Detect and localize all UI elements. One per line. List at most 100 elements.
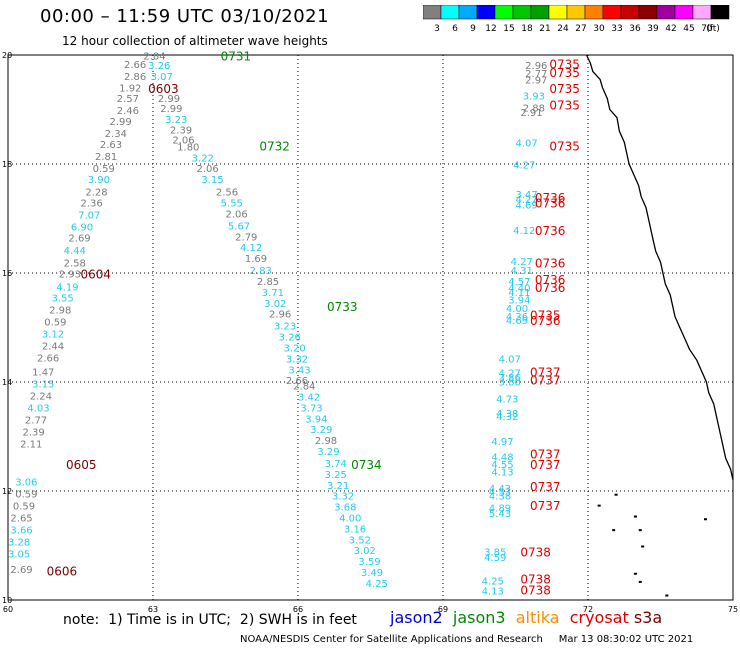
wave-height-value: 3.55 <box>52 293 74 304</box>
wave-height-value: 2.84 <box>293 382 315 393</box>
legend-label: 42 <box>665 24 676 34</box>
wave-height-value: 2.91 <box>520 108 542 119</box>
wave-height-value: 4.38 <box>489 492 511 503</box>
legend-label: 12 <box>485 24 496 34</box>
wave-height-value: 2.98 <box>315 436 337 447</box>
longitude-label: 72 <box>583 605 593 614</box>
pass-time-label: 0732 <box>259 139 290 153</box>
wave-height-value: 2.83 <box>250 266 272 277</box>
legend-label: 36 <box>629 24 641 34</box>
wave-height-value: 4.44 <box>64 246 86 257</box>
wave-height-value: 4.48 <box>491 452 513 463</box>
wave-height-value: 2.96 <box>269 310 291 321</box>
wave-height-value: 3.12 <box>42 329 64 340</box>
legend-s3a: s3a <box>633 608 663 627</box>
wave-height-value: 4.27 <box>516 195 538 206</box>
wave-height-value: 2.65 <box>10 514 32 525</box>
wave-height-value: 6.90 <box>71 222 93 233</box>
wave-height-value: 4.13 <box>482 587 504 598</box>
wave-height-value: 3.29 <box>317 447 339 458</box>
island <box>614 493 618 496</box>
wave-height-value: 3.32 <box>286 354 308 365</box>
pass-time-label: 0736 <box>535 257 566 271</box>
legend-label: 21 <box>539 24 550 34</box>
wave-height-value: 2.93 <box>59 269 81 280</box>
wave-height-value: 3.85 <box>484 547 506 558</box>
latitude-label: 12 <box>2 487 12 496</box>
wave-height-value: 2.39 <box>170 125 192 136</box>
wave-height-value: 3.02 <box>264 299 286 310</box>
wave-height-value: 3.90 <box>88 175 110 186</box>
wave-height-value: 2.77 <box>25 415 47 426</box>
legend-label: 70 <box>701 24 713 34</box>
wave-height-value: 2.99 <box>110 117 132 128</box>
legend-altika: altika <box>515 608 560 627</box>
wave-height-value: 2.28 <box>85 188 107 199</box>
pass-time-label: 0737 <box>530 374 561 388</box>
wave-height-value: 1.92 <box>119 84 141 95</box>
credit-line: NOAA/NESDIS Center for Satellite Applica… <box>240 634 694 645</box>
legend-jason3: jason3 <box>452 608 506 627</box>
wave-height-value: 2.24 <box>30 391 52 402</box>
pass-time-label: 0738 <box>520 584 551 598</box>
wave-height-value: 3.32 <box>332 492 354 503</box>
legend-label: 6 <box>452 24 458 34</box>
pass-time-label: 0737 <box>530 458 561 472</box>
wave-height-value: 2.99 <box>160 104 182 115</box>
latitude-label: 16 <box>2 269 12 278</box>
wave-height-value: 4.55 <box>491 460 513 471</box>
longitude-label: 75 <box>728 605 738 614</box>
wave-height-value: 2.85 <box>257 277 279 288</box>
wave-height-value: 4.57 <box>508 277 530 288</box>
satellite-legend: jason2 jason3 altika cryosat s3a <box>390 608 662 627</box>
wave-height-value: 4.73 <box>496 395 518 406</box>
pass-time-label: 0735 <box>549 139 580 153</box>
wave-height-value: 4.43 <box>489 484 511 495</box>
wave-height-value: 5.55 <box>221 199 243 210</box>
map-subtitle: 12 hour collection of altimeter wave hei… <box>62 34 328 48</box>
wave-height-value: 2.99 <box>158 94 180 105</box>
wave-height-value: 4.40 <box>508 284 530 295</box>
wave-height-value: 3.21 <box>327 481 349 492</box>
wave-height-value: 2.84 <box>143 51 165 62</box>
wave-height-value: 3.93 <box>523 92 545 103</box>
wave-height-value: 4.11 <box>508 288 530 299</box>
wave-height-value: 3.07 <box>151 72 173 83</box>
pass-time-label: 0738 <box>520 545 551 559</box>
wave-height-value: 2.36 <box>81 199 103 210</box>
pass-time-label: 0737 <box>530 499 561 513</box>
wave-height-value: 3.02 <box>354 546 376 557</box>
wave-height-value: 4.59 <box>484 553 506 564</box>
wave-height-value: 3.66 <box>10 526 32 537</box>
coastline <box>585 54 734 481</box>
latitude-label: 10 <box>2 596 12 605</box>
wave-height-value: 3.94 <box>305 414 327 425</box>
legend-label: 15 <box>503 24 514 34</box>
wave-height-value: 4.25 <box>366 579 388 590</box>
wave-height-value: 4.25 <box>482 577 504 588</box>
legend-label: 18 <box>521 24 533 34</box>
wave-height-value: 3.42 <box>298 393 320 404</box>
wave-height-value: 2.57 <box>117 94 139 105</box>
wave-height-value: 4.12 <box>513 226 535 237</box>
wave-height-value: 2.66 <box>124 60 146 71</box>
pass-time-label: 0736 <box>535 191 566 205</box>
pass-time-label: 0735 <box>549 58 580 72</box>
pass-time-label: 0737 <box>530 366 561 380</box>
wave-height-value: 2.11 <box>20 439 42 450</box>
wave-height-value: 3.52 <box>349 535 371 546</box>
wave-height-value: 4.97 <box>491 437 513 448</box>
wave-height-value: 4.89 <box>489 504 511 515</box>
wave-height-value: 3.49 <box>361 568 383 579</box>
map-title: 00:00 – 11:59 UTC 03/10/2021 <box>40 6 330 27</box>
longitude-label: 60 <box>3 605 13 614</box>
wave-height-value: 2.63 <box>100 140 122 151</box>
pass-time-label: 0731 <box>221 49 252 63</box>
wave-height-value: 2.46 <box>117 106 139 117</box>
wave-height-value: 4.13 <box>491 468 513 479</box>
wave-height-value: 3.20 <box>284 343 306 354</box>
wave-height-value: 0.59 <box>93 164 115 175</box>
wave-height-value: 2.79 <box>235 232 257 243</box>
wave-height-value: 3.23 <box>274 322 296 333</box>
legend-jason2: jason2 <box>390 608 443 627</box>
